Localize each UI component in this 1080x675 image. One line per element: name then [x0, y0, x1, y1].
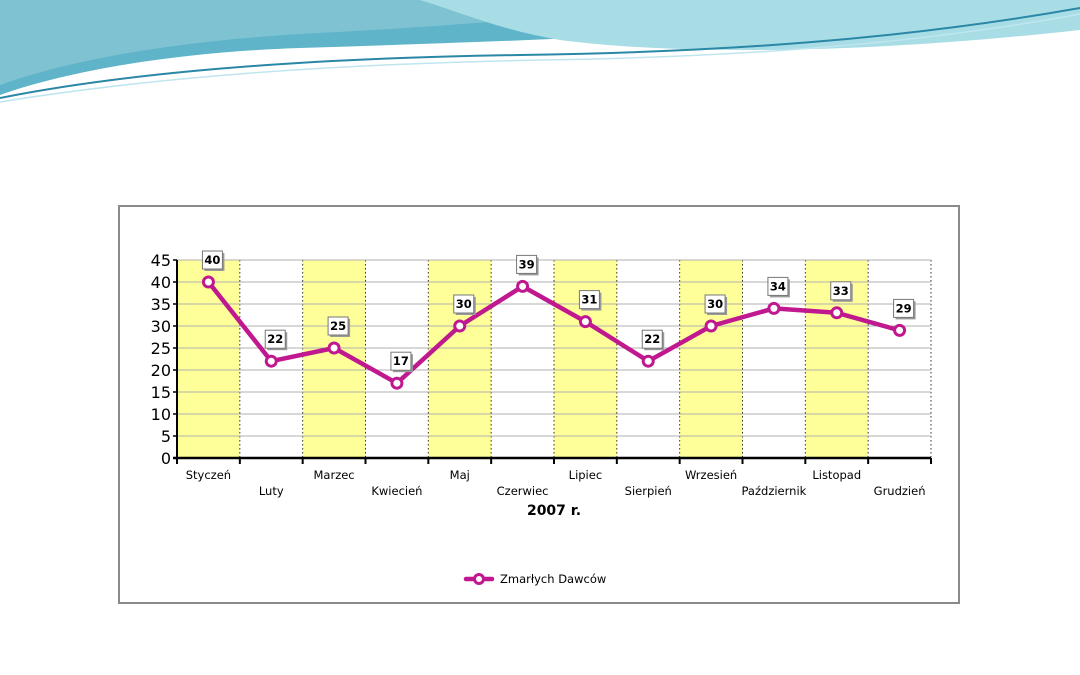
data-point	[767, 301, 781, 315]
y-tick-label: 45	[151, 251, 171, 270]
data-label: 34	[767, 276, 790, 298]
data-point	[453, 319, 467, 333]
y-tick-label: 15	[151, 383, 171, 402]
y-tick-label: 40	[151, 273, 171, 292]
x-tick-label: Kwiecień	[371, 484, 422, 498]
y-tick-label: 20	[151, 361, 171, 380]
band-4	[428, 260, 492, 458]
data-label: 17	[390, 351, 413, 373]
data-point	[201, 275, 215, 289]
data-label: 22	[264, 329, 288, 351]
data-label: 39	[516, 254, 539, 276]
y-tick-label: 0	[161, 449, 171, 468]
data-label-text: 40	[204, 253, 220, 267]
data-point	[327, 341, 341, 355]
data-label: 30	[453, 294, 476, 315]
data-label-text: 25	[330, 319, 346, 333]
band-0	[177, 260, 240, 458]
y-tick-label: 30	[151, 317, 171, 336]
x-tick-label: Październik	[742, 484, 807, 498]
data-label-text: 30	[707, 297, 723, 311]
chart-frame: 0 5 10 15 20 25 30 35 40 45 Styczeń Luty Marzec Kwie…	[118, 205, 960, 604]
data-point	[893, 323, 907, 337]
x-tick-label: Listopad	[812, 468, 861, 482]
data-label: 30	[704, 294, 728, 315]
data-label: 22	[641, 329, 665, 351]
chart-svg: 0 5 10 15 20 25 30 35 40 45 Styczeń Luty Marzec Kwie…	[151, 250, 932, 586]
legend-label: Zmarłych Dawców	[500, 572, 606, 586]
x-tick-label: Wrzesień	[685, 468, 737, 482]
data-label-text: 30	[456, 297, 472, 311]
data-label: 33	[830, 281, 853, 302]
x-tick-label: Luty	[259, 484, 284, 498]
data-point	[390, 376, 404, 390]
slide-header-wave	[0, 0, 1080, 103]
x-tick-label: Marzec	[314, 468, 355, 482]
x-tick-label: Sierpień	[625, 484, 672, 498]
data-point	[641, 354, 655, 368]
x-tick-label: Czerwiec	[497, 484, 549, 498]
x-tick-label: Maj	[450, 468, 470, 482]
y-tick-label: 10	[151, 405, 171, 424]
data-label-text: 22	[644, 332, 660, 346]
x-axis-title: 2007 r.	[527, 503, 581, 519]
data-point	[704, 319, 718, 333]
series-line	[206, 279, 902, 386]
data-label-text: 29	[896, 301, 912, 315]
data-point	[830, 306, 844, 320]
y-tick-label: 35	[151, 295, 171, 314]
legend: Zmarłych Dawców	[463, 572, 606, 586]
band-6	[554, 260, 617, 458]
legend-marker-swatch	[473, 573, 485, 585]
data-label-text: 31	[581, 293, 597, 307]
data-label: 40	[201, 250, 225, 271]
x-tick-label: Lipiec	[569, 468, 603, 482]
band-8	[679, 260, 743, 458]
x-tick-label: Grudzień	[874, 484, 926, 498]
data-point	[578, 315, 592, 329]
data-label: 25	[327, 316, 351, 337]
data-point	[264, 354, 278, 368]
data-label-text: 17	[393, 354, 409, 368]
data-label-text: 22	[267, 332, 283, 346]
y-tick-label: 25	[151, 339, 171, 358]
x-tick-label: Styczeń	[186, 468, 231, 482]
data-label-text: 33	[833, 284, 849, 298]
data-label-text: 34	[770, 279, 786, 293]
data-label-text: 39	[519, 257, 535, 271]
y-tick-label: 5	[161, 427, 171, 446]
data-label: 31	[578, 290, 602, 311]
data-point	[516, 279, 530, 293]
data-label: 29	[893, 298, 916, 320]
